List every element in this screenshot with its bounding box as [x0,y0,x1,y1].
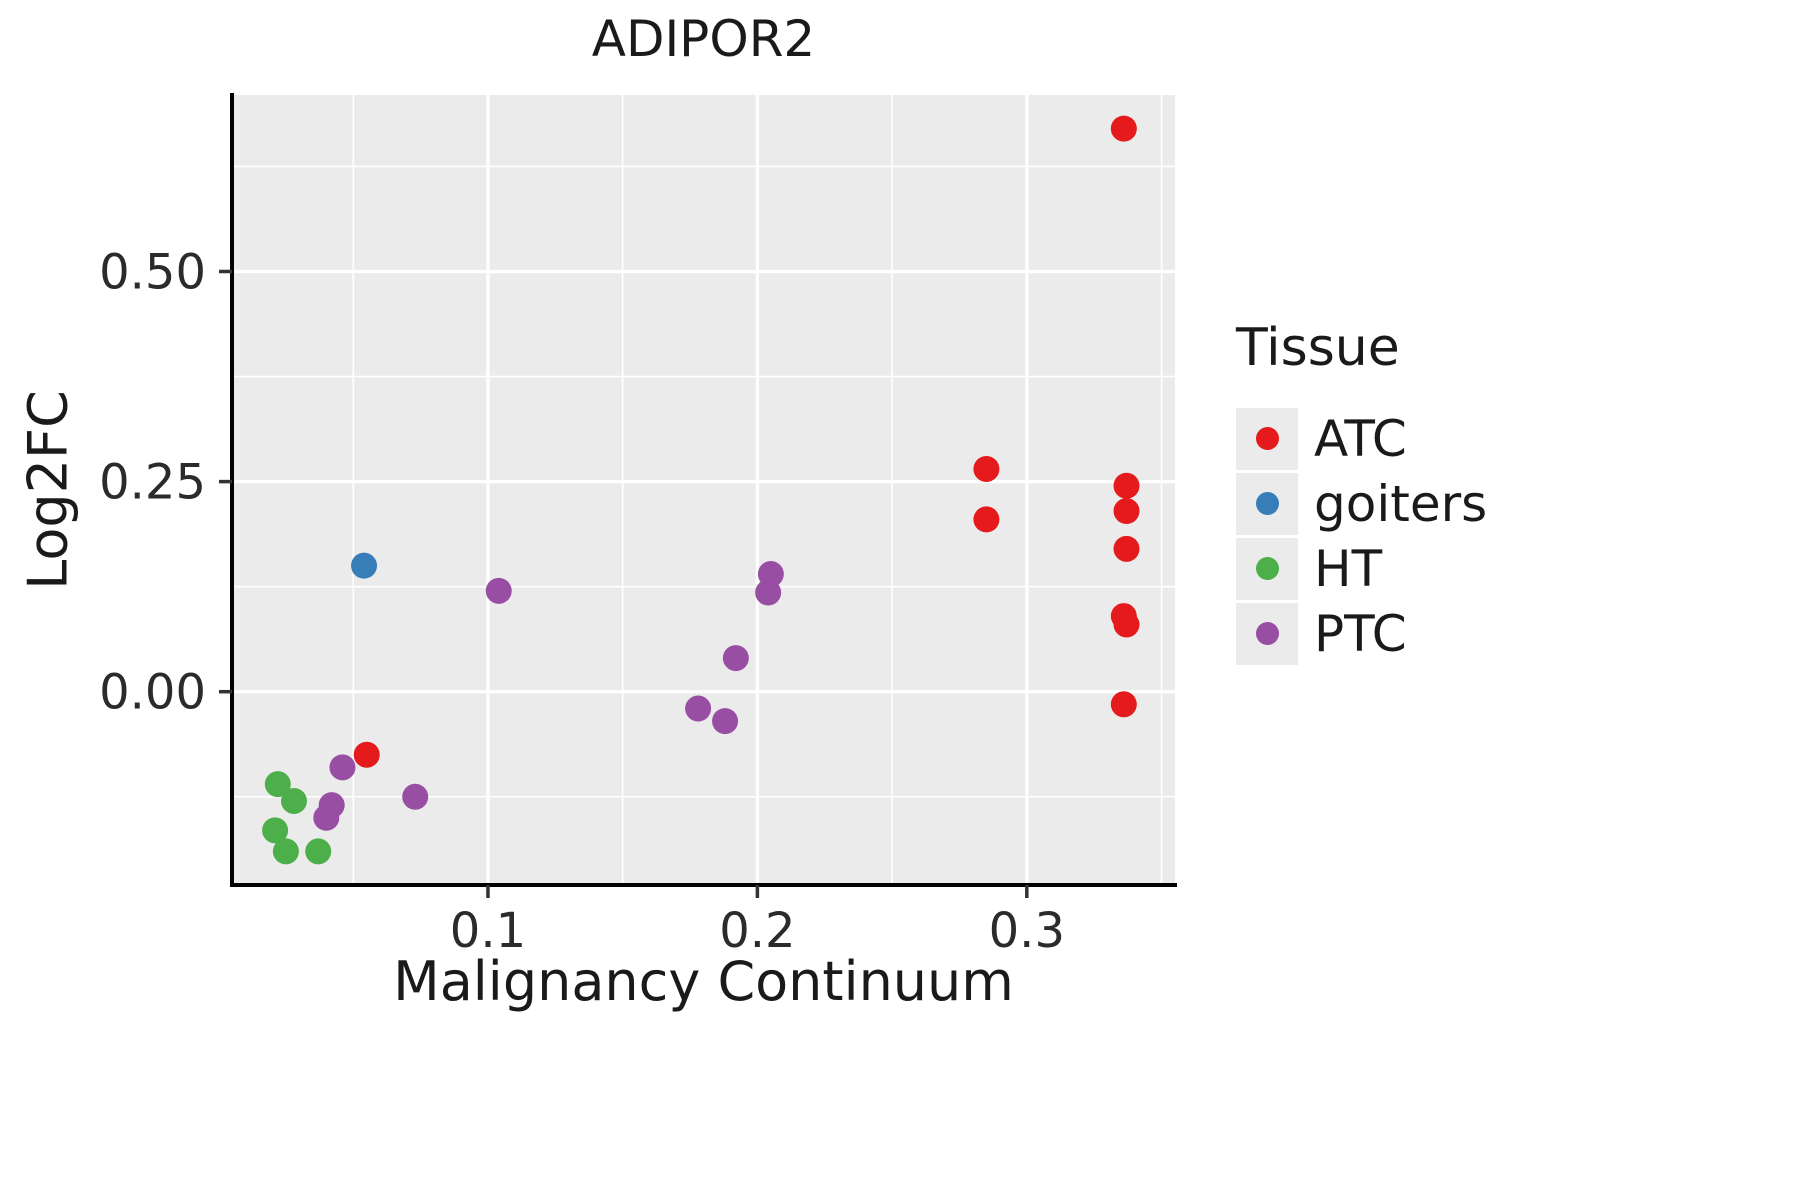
legend: Tissue ATC goiters HT PTC [1236,318,1487,666]
legend-label: ATC [1314,409,1407,468]
y-tick-label: 0.00 [99,665,206,721]
point-ATC [1113,611,1140,638]
point-HT [305,838,332,865]
point-PTC [712,708,739,735]
point-ATC [1110,691,1137,718]
point-ATC [1113,498,1140,525]
legend-item-HT: HT [1236,536,1487,601]
point-ATC [973,455,1000,482]
legend-dot-icon [1255,427,1279,450]
point-PTC [685,695,712,722]
y-tick-label: 0.50 [99,244,206,300]
legend-key-HT [1236,537,1298,600]
legend-item-ATC: ATC [1236,406,1487,471]
legend-item-PTC: PTC [1236,601,1487,666]
legend-item-goiters: goiters [1236,471,1487,536]
point-ATC [1110,115,1137,142]
x-tick-label: 0.3 [989,903,1065,959]
point-ATC [1113,535,1140,562]
point-PTC [485,577,512,604]
legend-key-ATC [1236,407,1298,470]
x-axis-label: Malignancy Continuum [393,950,1014,1013]
legend-key-goiters [1236,472,1298,535]
legend-label: PTC [1314,604,1407,663]
y-tick-label: 0.25 [99,455,206,511]
point-HT [272,838,299,865]
x-tick-label: 0.1 [450,903,526,959]
point-ATC [1113,472,1140,499]
point-ATC [353,741,380,768]
point-PTC [722,645,749,672]
legend-dot-icon [1255,622,1279,645]
x-tick-label: 0.2 [719,903,795,959]
point-goiters [351,552,378,579]
legend-key-PTC [1236,602,1298,665]
legend-items: ATC goiters HT PTC [1236,406,1487,666]
legend-title: Tissue [1236,318,1400,378]
legend-label: HT [1314,539,1383,598]
legend-dot-icon [1255,492,1279,515]
chart-title: ADIPOR2 [591,10,816,68]
point-HT [264,771,291,798]
point-PTC [757,561,784,588]
panel-background [232,95,1175,885]
point-ATC [973,506,1000,533]
legend-dot-icon [1255,557,1279,580]
point-PTC [329,754,356,781]
y-axis-label: Log2FC [16,390,80,590]
point-HT [280,787,307,814]
legend-label: goiters [1314,474,1488,533]
point-PTC [313,804,340,831]
point-PTC [402,783,429,810]
point-HT [262,817,289,844]
